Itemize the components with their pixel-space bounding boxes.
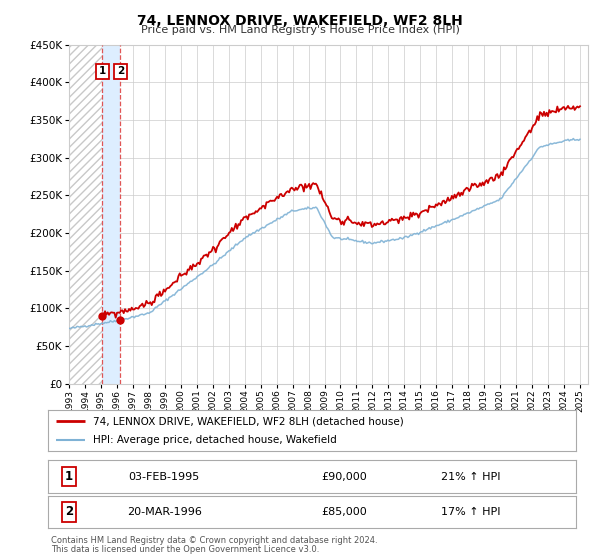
- Text: 17% ↑ HPI: 17% ↑ HPI: [440, 507, 500, 517]
- Text: HPI: Average price, detached house, Wakefield: HPI: Average price, detached house, Wake…: [93, 435, 337, 445]
- Text: 2: 2: [65, 505, 73, 519]
- Text: Price paid vs. HM Land Registry's House Price Index (HPI): Price paid vs. HM Land Registry's House …: [140, 25, 460, 35]
- Text: 1: 1: [65, 470, 73, 483]
- Text: 20-MAR-1996: 20-MAR-1996: [127, 507, 202, 517]
- Text: 74, LENNOX DRIVE, WAKEFIELD, WF2 8LH (detached house): 74, LENNOX DRIVE, WAKEFIELD, WF2 8LH (de…: [93, 417, 404, 426]
- Bar: [103, 45, 121, 384]
- Text: 74, LENNOX DRIVE, WAKEFIELD, WF2 8LH: 74, LENNOX DRIVE, WAKEFIELD, WF2 8LH: [137, 14, 463, 28]
- Text: 1: 1: [99, 66, 106, 76]
- Text: 03-FEB-1995: 03-FEB-1995: [128, 472, 200, 482]
- Text: Contains HM Land Registry data © Crown copyright and database right 2024.: Contains HM Land Registry data © Crown c…: [51, 536, 377, 545]
- Text: This data is licensed under the Open Government Licence v3.0.: This data is licensed under the Open Gov…: [51, 545, 319, 554]
- Text: 21% ↑ HPI: 21% ↑ HPI: [440, 472, 500, 482]
- Bar: [69, 45, 103, 384]
- Text: £85,000: £85,000: [321, 507, 367, 517]
- Text: £90,000: £90,000: [321, 472, 367, 482]
- Text: 2: 2: [117, 66, 124, 76]
